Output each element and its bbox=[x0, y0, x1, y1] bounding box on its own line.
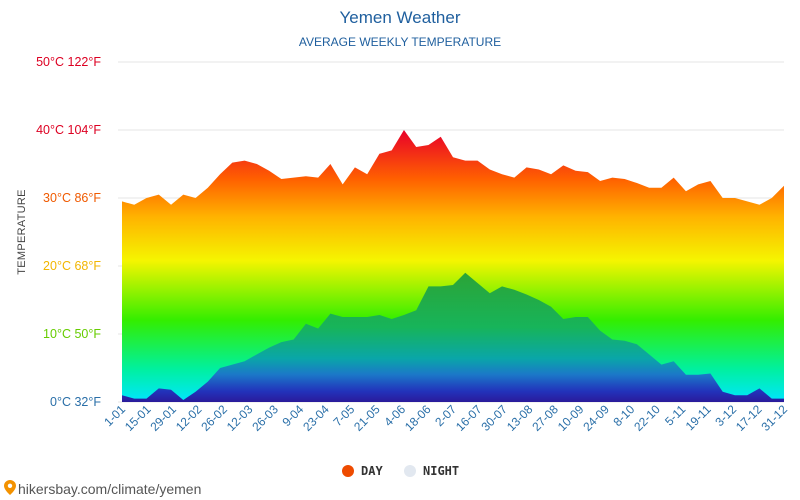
x-tick-label: 27-08 bbox=[529, 402, 561, 434]
legend-night-label: NIGHT bbox=[423, 464, 459, 478]
legend-day[interactable]: DAY bbox=[342, 464, 383, 478]
x-tick-label: 23-04 bbox=[300, 402, 332, 434]
x-tick-label: 16-07 bbox=[453, 402, 485, 434]
y-tick-label: 0°C 32°F bbox=[50, 395, 101, 409]
legend: DAY NIGHT bbox=[342, 464, 459, 478]
x-tick-label: 15-01 bbox=[122, 402, 154, 434]
x-tick-label: 13-08 bbox=[504, 402, 536, 434]
legend-day-label: DAY bbox=[361, 464, 383, 478]
y-tick-label: 20°C 68°F bbox=[43, 259, 101, 273]
legend-day-marker bbox=[342, 465, 354, 477]
y-tick-label: 40°C 104°F bbox=[36, 123, 101, 137]
legend-night-marker bbox=[404, 465, 416, 477]
chart-title: Yemen Weather bbox=[340, 8, 461, 27]
day-temperature-area bbox=[122, 130, 784, 402]
x-tick-label: 30-07 bbox=[478, 402, 510, 434]
x-tick-label: 21-05 bbox=[351, 402, 383, 434]
x-tick-label: 29-01 bbox=[147, 402, 179, 434]
x-tick-label: 26-03 bbox=[249, 402, 281, 434]
x-tick-labels: 1-0115-0129-0112-0226-0212-0326-039-0423… bbox=[101, 402, 790, 434]
source-footer[interactable]: hikersbay.com/climate/yemen bbox=[4, 480, 201, 498]
chart-subtitle: AVERAGE WEEKLY TEMPERATURE bbox=[299, 35, 501, 49]
x-tick-label: 12-02 bbox=[173, 402, 205, 434]
x-tick-label: 26-02 bbox=[198, 402, 230, 434]
x-tick-label: 24-09 bbox=[580, 402, 612, 434]
x-tick-label: 12-03 bbox=[224, 402, 256, 434]
y-tick-label: 10°C 50°F bbox=[43, 327, 101, 341]
x-tick-label: 18-06 bbox=[402, 402, 434, 434]
x-tick-label: 19-11 bbox=[683, 402, 714, 433]
x-tick-label: 17-12 bbox=[733, 402, 765, 434]
location-pin-icon bbox=[4, 480, 16, 498]
y-tick-labels: 0°C 32°F 10°C 50°F 20°C 68°F 30°C 86°F 40°C … bbox=[36, 55, 101, 409]
plot-areas bbox=[122, 130, 784, 402]
y-tick-label: 30°C 86°F bbox=[43, 191, 101, 205]
night-temperature-area bbox=[122, 272, 784, 402]
y-tick-label: 50°C 122°F bbox=[36, 55, 101, 69]
source-link[interactable]: hikersbay.com/climate/yemen bbox=[18, 481, 202, 497]
x-tick-label: 10-09 bbox=[555, 402, 587, 434]
legend-night[interactable]: NIGHT bbox=[404, 464, 459, 478]
y-axis-label: TEMPERATURE bbox=[16, 189, 28, 275]
x-tick-label: 31-12 bbox=[759, 402, 791, 434]
x-tick-label: 22-10 bbox=[631, 402, 663, 434]
